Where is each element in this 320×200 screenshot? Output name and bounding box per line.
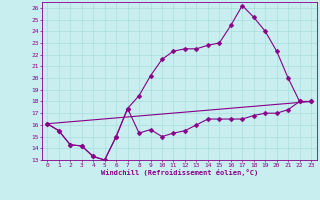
- X-axis label: Windchill (Refroidissement éolien,°C): Windchill (Refroidissement éolien,°C): [100, 169, 258, 176]
